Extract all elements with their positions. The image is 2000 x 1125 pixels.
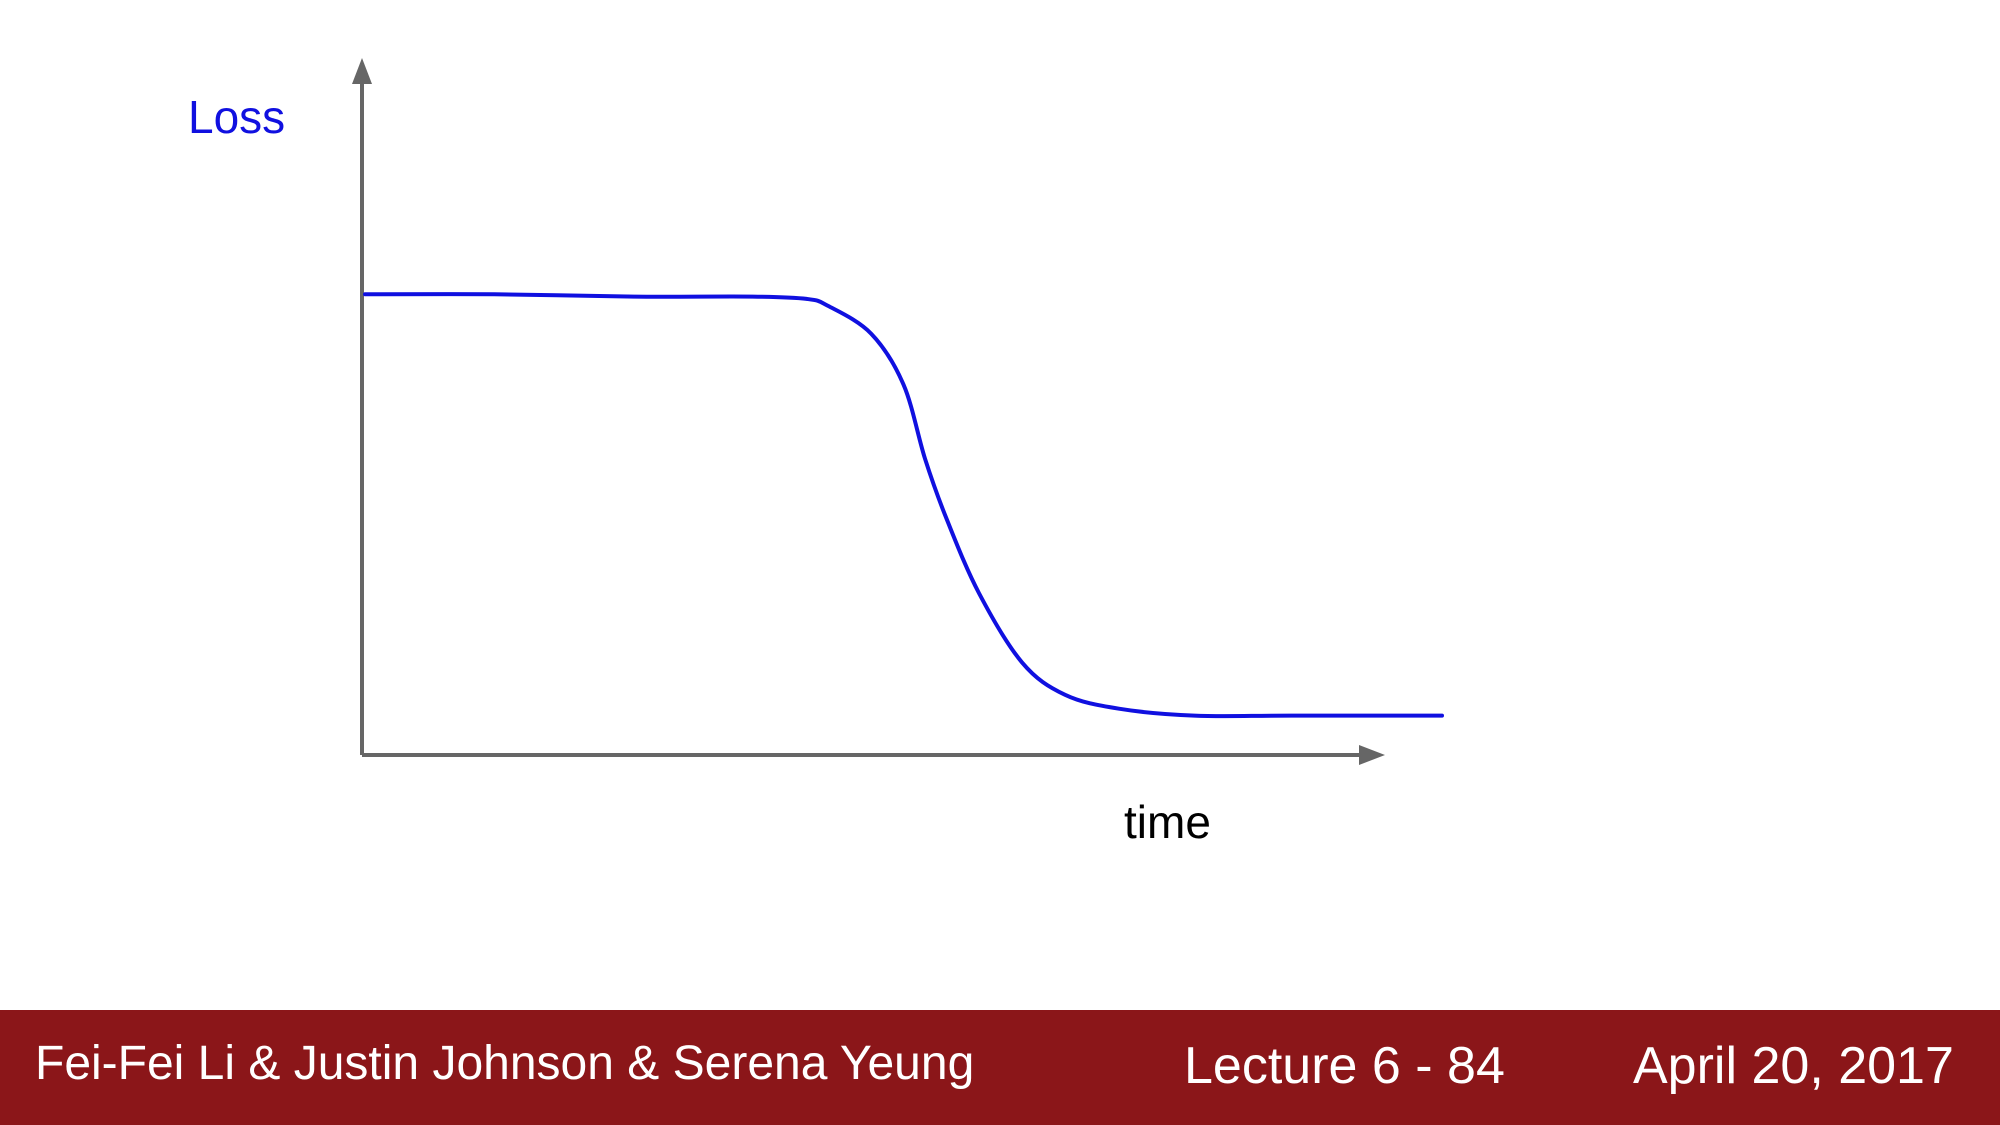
y-axis-arrow-icon — [352, 58, 372, 84]
footer-authors: Fei-Fei Li & Justin Johnson & Serena Yeu… — [35, 1037, 975, 1090]
y-axis-label: Loss — [188, 91, 285, 143]
footer-date: April 20, 2017 — [1633, 1037, 1954, 1095]
loss-curve-chart: Loss time — [188, 58, 1444, 848]
x-axis-label: time — [1124, 796, 1211, 848]
loss-series-line — [363, 292, 1444, 719]
footer-bar: Fei-Fei Li & Justin Johnson & Serena Yeu… — [0, 1010, 2000, 1125]
x-axis-arrow-icon — [1359, 745, 1385, 765]
footer-lecture-number: Lecture 6 - 84 — [1184, 1037, 1505, 1095]
